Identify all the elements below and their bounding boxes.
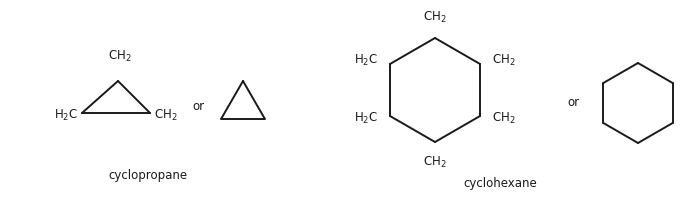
Text: CH$_2$: CH$_2$	[424, 10, 447, 25]
Text: cyclopropane: cyclopropane	[108, 168, 188, 181]
Text: cyclohexane: cyclohexane	[463, 177, 537, 190]
Text: or: or	[192, 99, 204, 112]
Text: CH$_2$: CH$_2$	[108, 49, 132, 64]
Text: H$_2$C: H$_2$C	[54, 107, 78, 122]
Text: CH$_2$: CH$_2$	[492, 111, 516, 125]
Text: or: or	[567, 96, 579, 109]
Text: H$_2$C: H$_2$C	[354, 52, 378, 68]
Text: CH$_2$: CH$_2$	[492, 52, 516, 68]
Text: CH$_2$: CH$_2$	[424, 155, 447, 170]
Text: CH$_2$: CH$_2$	[154, 107, 178, 122]
Text: H$_2$C: H$_2$C	[354, 111, 378, 125]
